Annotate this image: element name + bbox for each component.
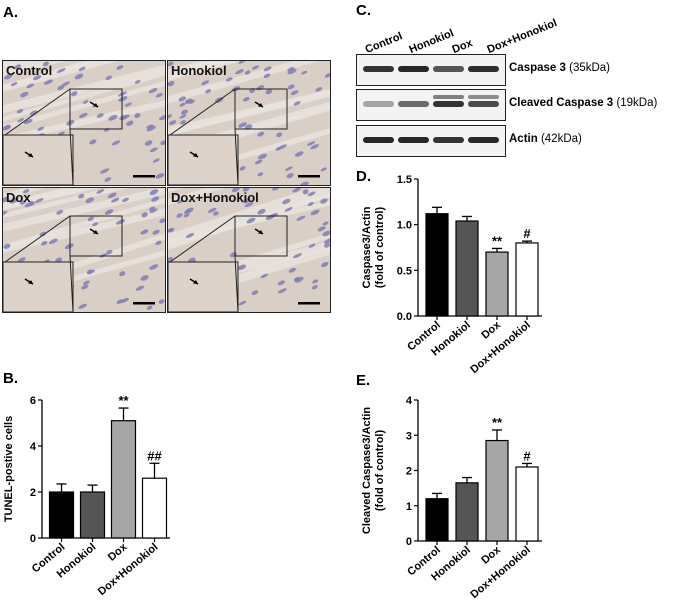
blot-band <box>468 66 499 72</box>
bar-honokiol <box>455 482 479 542</box>
micrograph-label: Control <box>6 63 53 78</box>
y-axis-label: Caspase3/Actin <box>361 206 373 288</box>
micrograph-2: Dox <box>2 187 166 313</box>
blot-band <box>398 101 429 107</box>
panel-a-letter: A. <box>3 4 18 21</box>
y-tick-label: 4 <box>406 395 413 407</box>
y-tick-label: 6 <box>30 395 36 407</box>
blot-protein-name: Caspase 3 <box>509 62 570 74</box>
bar-dox <box>485 251 509 317</box>
x-tick-label: Dox <box>479 544 503 567</box>
chart-caspase3: 0.0 0.5 1.0 1.5 Caspase3/Actin (fold of contr… <box>361 174 542 375</box>
blot-band <box>363 66 394 72</box>
bar-dox <box>485 439 509 542</box>
y-tick-label: 0.5 <box>397 265 412 277</box>
blot-row <box>356 54 506 86</box>
significance-mark: # <box>523 226 531 241</box>
bar-honokiol <box>455 220 479 317</box>
blot-kda: (42kDa) <box>540 133 582 145</box>
micrograph-0: Control <box>2 60 166 186</box>
panel-d-letter: D. <box>356 168 371 185</box>
blot-kda: (19kDa) <box>616 97 658 109</box>
blot-protein-name: Cleaved Caspase 3 <box>509 97 617 109</box>
chart-cleaved-caspase3: 0 1 2 3 4 Cleaved Caspase3/Actin (fold of cont… <box>361 395 542 601</box>
x-tick-label: Dox <box>106 541 130 564</box>
y-tick-label: 1.0 <box>397 220 412 232</box>
blot-row-label: Actin (42kDa) <box>509 133 582 145</box>
micrograph-image <box>3 188 165 312</box>
micrograph-label: Dox <box>6 190 31 205</box>
blot-band <box>468 101 499 107</box>
y-tick-label: 0 <box>406 536 412 548</box>
bar-dox-honokiol <box>141 477 168 539</box>
blot-band <box>433 95 464 99</box>
y-tick-label: 2 <box>406 466 412 478</box>
x-tick-label: Dox <box>479 319 503 342</box>
y-axis-label: (fold of control) <box>374 430 386 512</box>
y-tick-label: 0 <box>30 533 36 545</box>
micrograph-1: Honokiol <box>167 60 331 186</box>
micrograph-image <box>168 188 330 312</box>
blot-band <box>433 101 464 107</box>
blot-row-label: Caspase 3 (35kDa) <box>509 62 610 74</box>
blot-band <box>468 95 499 99</box>
y-axis-label: Cleaved Caspase3/Actin <box>361 407 373 534</box>
micrograph-image <box>168 61 330 185</box>
y-tick-label: 1.5 <box>397 174 412 186</box>
micrograph-image <box>3 61 165 185</box>
significance-mark: ## <box>147 448 162 463</box>
blot-row <box>356 89 506 121</box>
y-tick-label: 1 <box>406 501 412 513</box>
significance-mark: ** <box>118 393 129 408</box>
y-axis-label: TUNEL-postive cells <box>3 416 15 522</box>
y-axis-label: (fold of control) <box>374 207 386 289</box>
blot-bands <box>363 66 499 72</box>
blot-lane-label: Dox+Honokiol <box>485 17 559 57</box>
bar-control <box>48 491 75 539</box>
panel-c-letter: C. <box>356 2 371 19</box>
blot-kda: (35kDa) <box>569 62 611 74</box>
panel-e-letter: E. <box>356 372 371 389</box>
blot-band <box>433 66 464 72</box>
significance-mark: # <box>523 448 531 463</box>
blot-lane-label: Control <box>363 30 405 56</box>
micrograph-label: Dox+Honokiol <box>171 190 259 205</box>
blot-bands <box>363 137 499 143</box>
y-tick-label: 3 <box>406 430 412 442</box>
panel-b-letter: B. <box>3 370 18 387</box>
bar-honokiol <box>79 491 106 539</box>
bar-control <box>425 213 449 317</box>
blot-band <box>433 137 464 143</box>
y-tick-label: 0.0 <box>397 311 412 323</box>
blot-protein-name: Actin <box>509 133 541 145</box>
bar-control <box>425 498 449 542</box>
blot-band <box>468 137 499 143</box>
micrograph-3: Dox+Honokiol <box>167 187 331 313</box>
y-tick-label: 4 <box>30 441 37 453</box>
bar-dox-honokiol <box>515 242 539 317</box>
bar-dox-honokiol <box>515 466 539 542</box>
y-tick-label: 2 <box>30 487 36 499</box>
blot-row <box>356 125 506 157</box>
blot-lane-label: Honokiol <box>407 27 456 56</box>
blot-row-label: Cleaved Caspase 3 (19kDa) <box>509 97 657 109</box>
bar-dox <box>110 420 137 539</box>
significance-mark: ** <box>492 233 503 248</box>
micrograph-label: Honokiol <box>171 63 227 78</box>
blot-band <box>398 66 429 72</box>
blot-band <box>363 137 394 143</box>
blot-band <box>398 137 429 143</box>
blot-band <box>363 101 394 107</box>
blot-bands <box>363 95 499 107</box>
significance-mark: ** <box>492 415 503 430</box>
